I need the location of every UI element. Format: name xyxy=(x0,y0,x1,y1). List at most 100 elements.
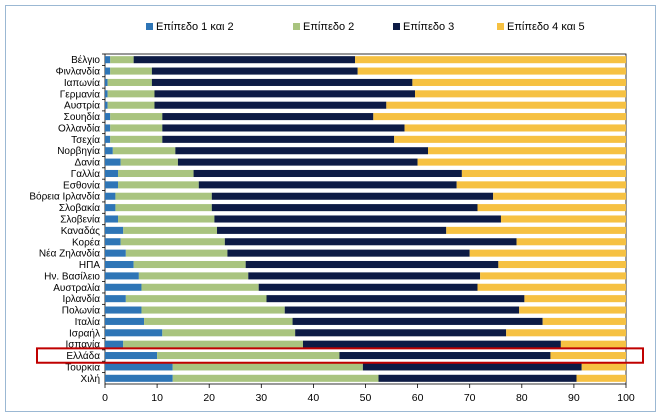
bar-4-5 xyxy=(386,101,626,109)
bar-1-11 xyxy=(105,169,119,178)
bar-4-15 xyxy=(500,215,626,223)
category-axis: ΒέλγιοΦινλανδίαΙαπωνίαΓερμανίαΑυστρίαΣου… xyxy=(29,53,105,385)
bar-1-21 xyxy=(105,283,142,291)
category-label: Σλοβενία xyxy=(60,214,100,226)
category-label: Γαλλία xyxy=(71,168,101,180)
bar-1-20 xyxy=(105,272,139,280)
bar-1-1 xyxy=(105,56,111,64)
bar-2-17 xyxy=(120,238,225,246)
bar-1-2 xyxy=(105,67,111,75)
bar-3-13 xyxy=(211,192,494,200)
category-label: Βόρεια Ιρλανδία xyxy=(29,191,100,203)
legend-label-2: Επίπεδο 2 xyxy=(303,21,354,33)
legend-swatch-1 xyxy=(146,23,153,30)
bar-2-15 xyxy=(118,215,215,223)
category-label: Ιταλία xyxy=(75,316,101,328)
bar-3-5 xyxy=(154,101,387,109)
bar-3-16 xyxy=(217,226,447,234)
bar-1-4 xyxy=(105,90,108,98)
bar-3-11 xyxy=(193,169,462,178)
bar-3-1 xyxy=(133,56,356,64)
bar-3-25 xyxy=(295,329,507,337)
bar-2-16 xyxy=(123,226,218,234)
category-label: Ην. Βασίλειο xyxy=(44,270,100,282)
bar-1-10 xyxy=(105,158,121,166)
bar-4-4 xyxy=(414,90,626,98)
legend-swatch-3 xyxy=(393,23,400,30)
bar-1-16 xyxy=(105,226,124,234)
bar-2-12 xyxy=(118,181,199,189)
stacked-bar-chart: Επίπεδο 1 και 2 Επίπεδο 2 Επίπεδο 3 Επίπεδο… xyxy=(29,21,644,404)
bar-1-27 xyxy=(105,352,158,360)
bar-3-15 xyxy=(214,215,501,223)
bar-4-24 xyxy=(542,317,626,325)
bar-4-6 xyxy=(373,113,626,121)
bar-2-19 xyxy=(133,260,246,269)
category-label: Σουηδία xyxy=(64,111,101,123)
bar-3-23 xyxy=(284,306,520,314)
bar-4-16 xyxy=(446,226,626,234)
bar-3-17 xyxy=(224,238,517,246)
bar-2-29 xyxy=(172,374,379,382)
bar-4-9 xyxy=(428,147,626,155)
bar-3-12 xyxy=(198,181,457,189)
chart-frame: Επίπεδο 1 και 2 Επίπεδο 2 Επίπεδο 3 Επίπεδο… xyxy=(5,5,656,412)
legend-swatch-4 xyxy=(497,23,504,30)
bar-3-18 xyxy=(227,249,470,257)
category-label: Ολλανδία xyxy=(58,122,100,134)
bar-4-3 xyxy=(412,78,626,86)
bar-3-3 xyxy=(151,78,413,86)
x-tick-label: 80 xyxy=(516,392,528,404)
bar-1-15 xyxy=(105,215,119,223)
bar-1-14 xyxy=(105,204,116,212)
bar-2-20 xyxy=(138,272,249,280)
bar-1-18 xyxy=(105,249,126,257)
bar-4-19 xyxy=(498,260,626,269)
bar-1-8 xyxy=(105,135,111,143)
value-axis: 0 10 20 30 40 50 60 70 80 90 100 xyxy=(102,384,635,404)
bar-2-26 xyxy=(123,340,303,348)
category-label: Ιαπωνία xyxy=(64,77,100,89)
bar-1-9 xyxy=(105,147,113,155)
bar-4-13 xyxy=(493,192,626,200)
category-label: Φινλανδία xyxy=(56,66,101,78)
bar-4-23 xyxy=(519,306,626,314)
category-label: Καναδάς xyxy=(61,225,100,237)
bar-1-25 xyxy=(105,329,163,337)
category-label: Αυστρία xyxy=(64,100,100,112)
bar-1-26 xyxy=(105,340,124,348)
bar-4-8 xyxy=(394,135,626,143)
x-tick-label: 70 xyxy=(464,392,476,404)
bar-2-10 xyxy=(120,158,178,166)
x-tick-label: 50 xyxy=(360,392,372,404)
bar-2-28 xyxy=(172,363,363,371)
bar-1-24 xyxy=(105,317,145,325)
category-label: Χιλή xyxy=(81,373,100,385)
bar-2-21 xyxy=(141,283,259,291)
bar-1-3 xyxy=(105,78,108,86)
bar-4-10 xyxy=(417,158,626,166)
bar-3-29 xyxy=(378,374,577,382)
bar-4-26 xyxy=(560,340,626,348)
bar-2-24 xyxy=(144,317,293,325)
bar-3-20 xyxy=(248,272,481,280)
category-label: Ελλάδα xyxy=(66,350,100,362)
bar-3-24 xyxy=(292,317,543,325)
bar-2-13 xyxy=(115,192,212,200)
bar-2-1 xyxy=(110,56,134,64)
bar-2-9 xyxy=(112,147,176,155)
bar-4-20 xyxy=(480,272,626,280)
category-label: Τουρκία xyxy=(65,361,100,373)
category-label: Τσεχία xyxy=(71,134,100,146)
x-tick-label: 40 xyxy=(308,392,320,404)
legend-swatch-2 xyxy=(293,23,300,30)
bar-1-13 xyxy=(105,192,116,200)
category-label: ΗΠΑ xyxy=(79,260,100,271)
x-tick-label: 100 xyxy=(617,392,635,404)
bar-1-6 xyxy=(105,113,111,121)
bar-4-28 xyxy=(581,363,626,371)
bar-1-29 xyxy=(105,374,173,382)
x-tick-label: 30 xyxy=(255,392,267,404)
bar-2-5 xyxy=(107,101,155,109)
bar-3-28 xyxy=(362,363,582,371)
